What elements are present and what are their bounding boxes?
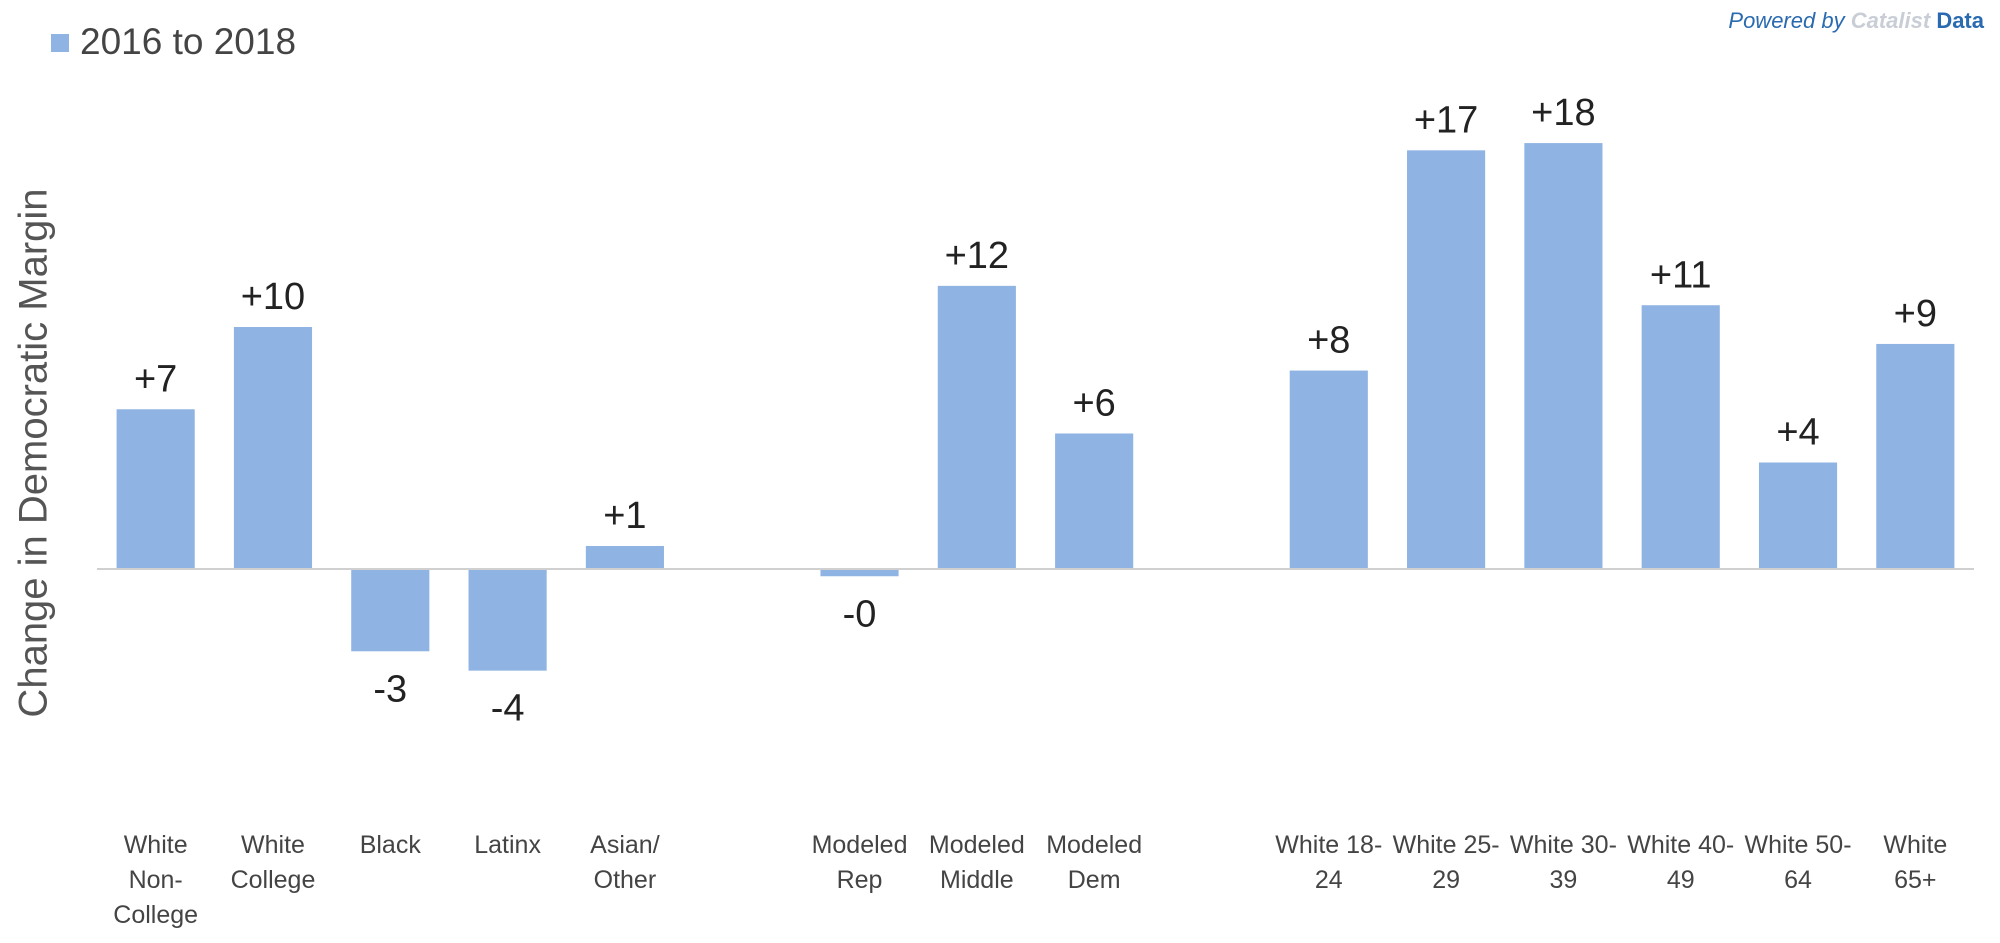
- x-tick-label: White Non-College: [113, 831, 199, 929]
- bar: [1758, 462, 1838, 569]
- x-tick-label: White 65+: [1883, 831, 1948, 894]
- x-tick-label: White 40-49: [1627, 831, 1735, 894]
- bar: [468, 569, 547, 671]
- bar: [1055, 433, 1134, 569]
- data-label: +8: [1307, 320, 1350, 362]
- data-label: -3: [373, 668, 407, 710]
- bar: [820, 569, 899, 577]
- data-label: +7: [134, 358, 177, 400]
- x-tick-label: Black: [359, 831, 421, 859]
- x-tick-label: White 25-29: [1392, 831, 1500, 894]
- x-tick-label: White College: [230, 831, 316, 894]
- data-label: +12: [945, 235, 1009, 277]
- data-label: +9: [1894, 293, 1937, 335]
- bar: [1524, 143, 1603, 569]
- bar: [351, 569, 430, 652]
- data-label: +4: [1776, 412, 1819, 454]
- logo-brand: Catalist: [1850, 8, 1931, 33]
- y-axis-label: Change in Democratic Margin: [12, 188, 56, 717]
- x-tick-label: Modeled Rep: [811, 831, 908, 894]
- bar: [1407, 150, 1486, 569]
- bar: [233, 327, 313, 569]
- logo: Powered by Catalist Data: [1728, 8, 1984, 34]
- logo-prefix: Powered by: [1728, 8, 1845, 33]
- x-tick-label: Modeled Middle: [928, 831, 1025, 894]
- data-label: +1: [603, 495, 646, 537]
- bar: [1289, 370, 1368, 569]
- x-tick-label: Modeled Dem: [1046, 831, 1143, 894]
- logo-suffix: Data: [1936, 8, 1984, 33]
- data-label: +18: [1531, 92, 1595, 134]
- data-label: -0: [843, 593, 877, 635]
- data-label: +6: [1072, 383, 1115, 425]
- x-tick-label: White 50-64: [1744, 831, 1852, 894]
- x-tick-label: White 18-24: [1275, 831, 1383, 894]
- bar: [1641, 305, 1720, 569]
- data-label: +17: [1414, 99, 1478, 141]
- x-tick-label: Asian/ Other: [590, 831, 660, 894]
- x-tick-label: Latinx: [474, 831, 541, 859]
- bar: [1876, 343, 1955, 569]
- data-label: -4: [491, 688, 525, 730]
- data-label: +11: [1650, 254, 1712, 296]
- data-label: +10: [241, 276, 305, 318]
- bar: [937, 285, 1016, 569]
- legend-label: 2016 to 2018: [80, 21, 296, 62]
- x-tick-label: White 30-39: [1509, 831, 1617, 894]
- legend-swatch: [51, 34, 69, 52]
- bar: [116, 409, 195, 569]
- bar: [585, 546, 664, 569]
